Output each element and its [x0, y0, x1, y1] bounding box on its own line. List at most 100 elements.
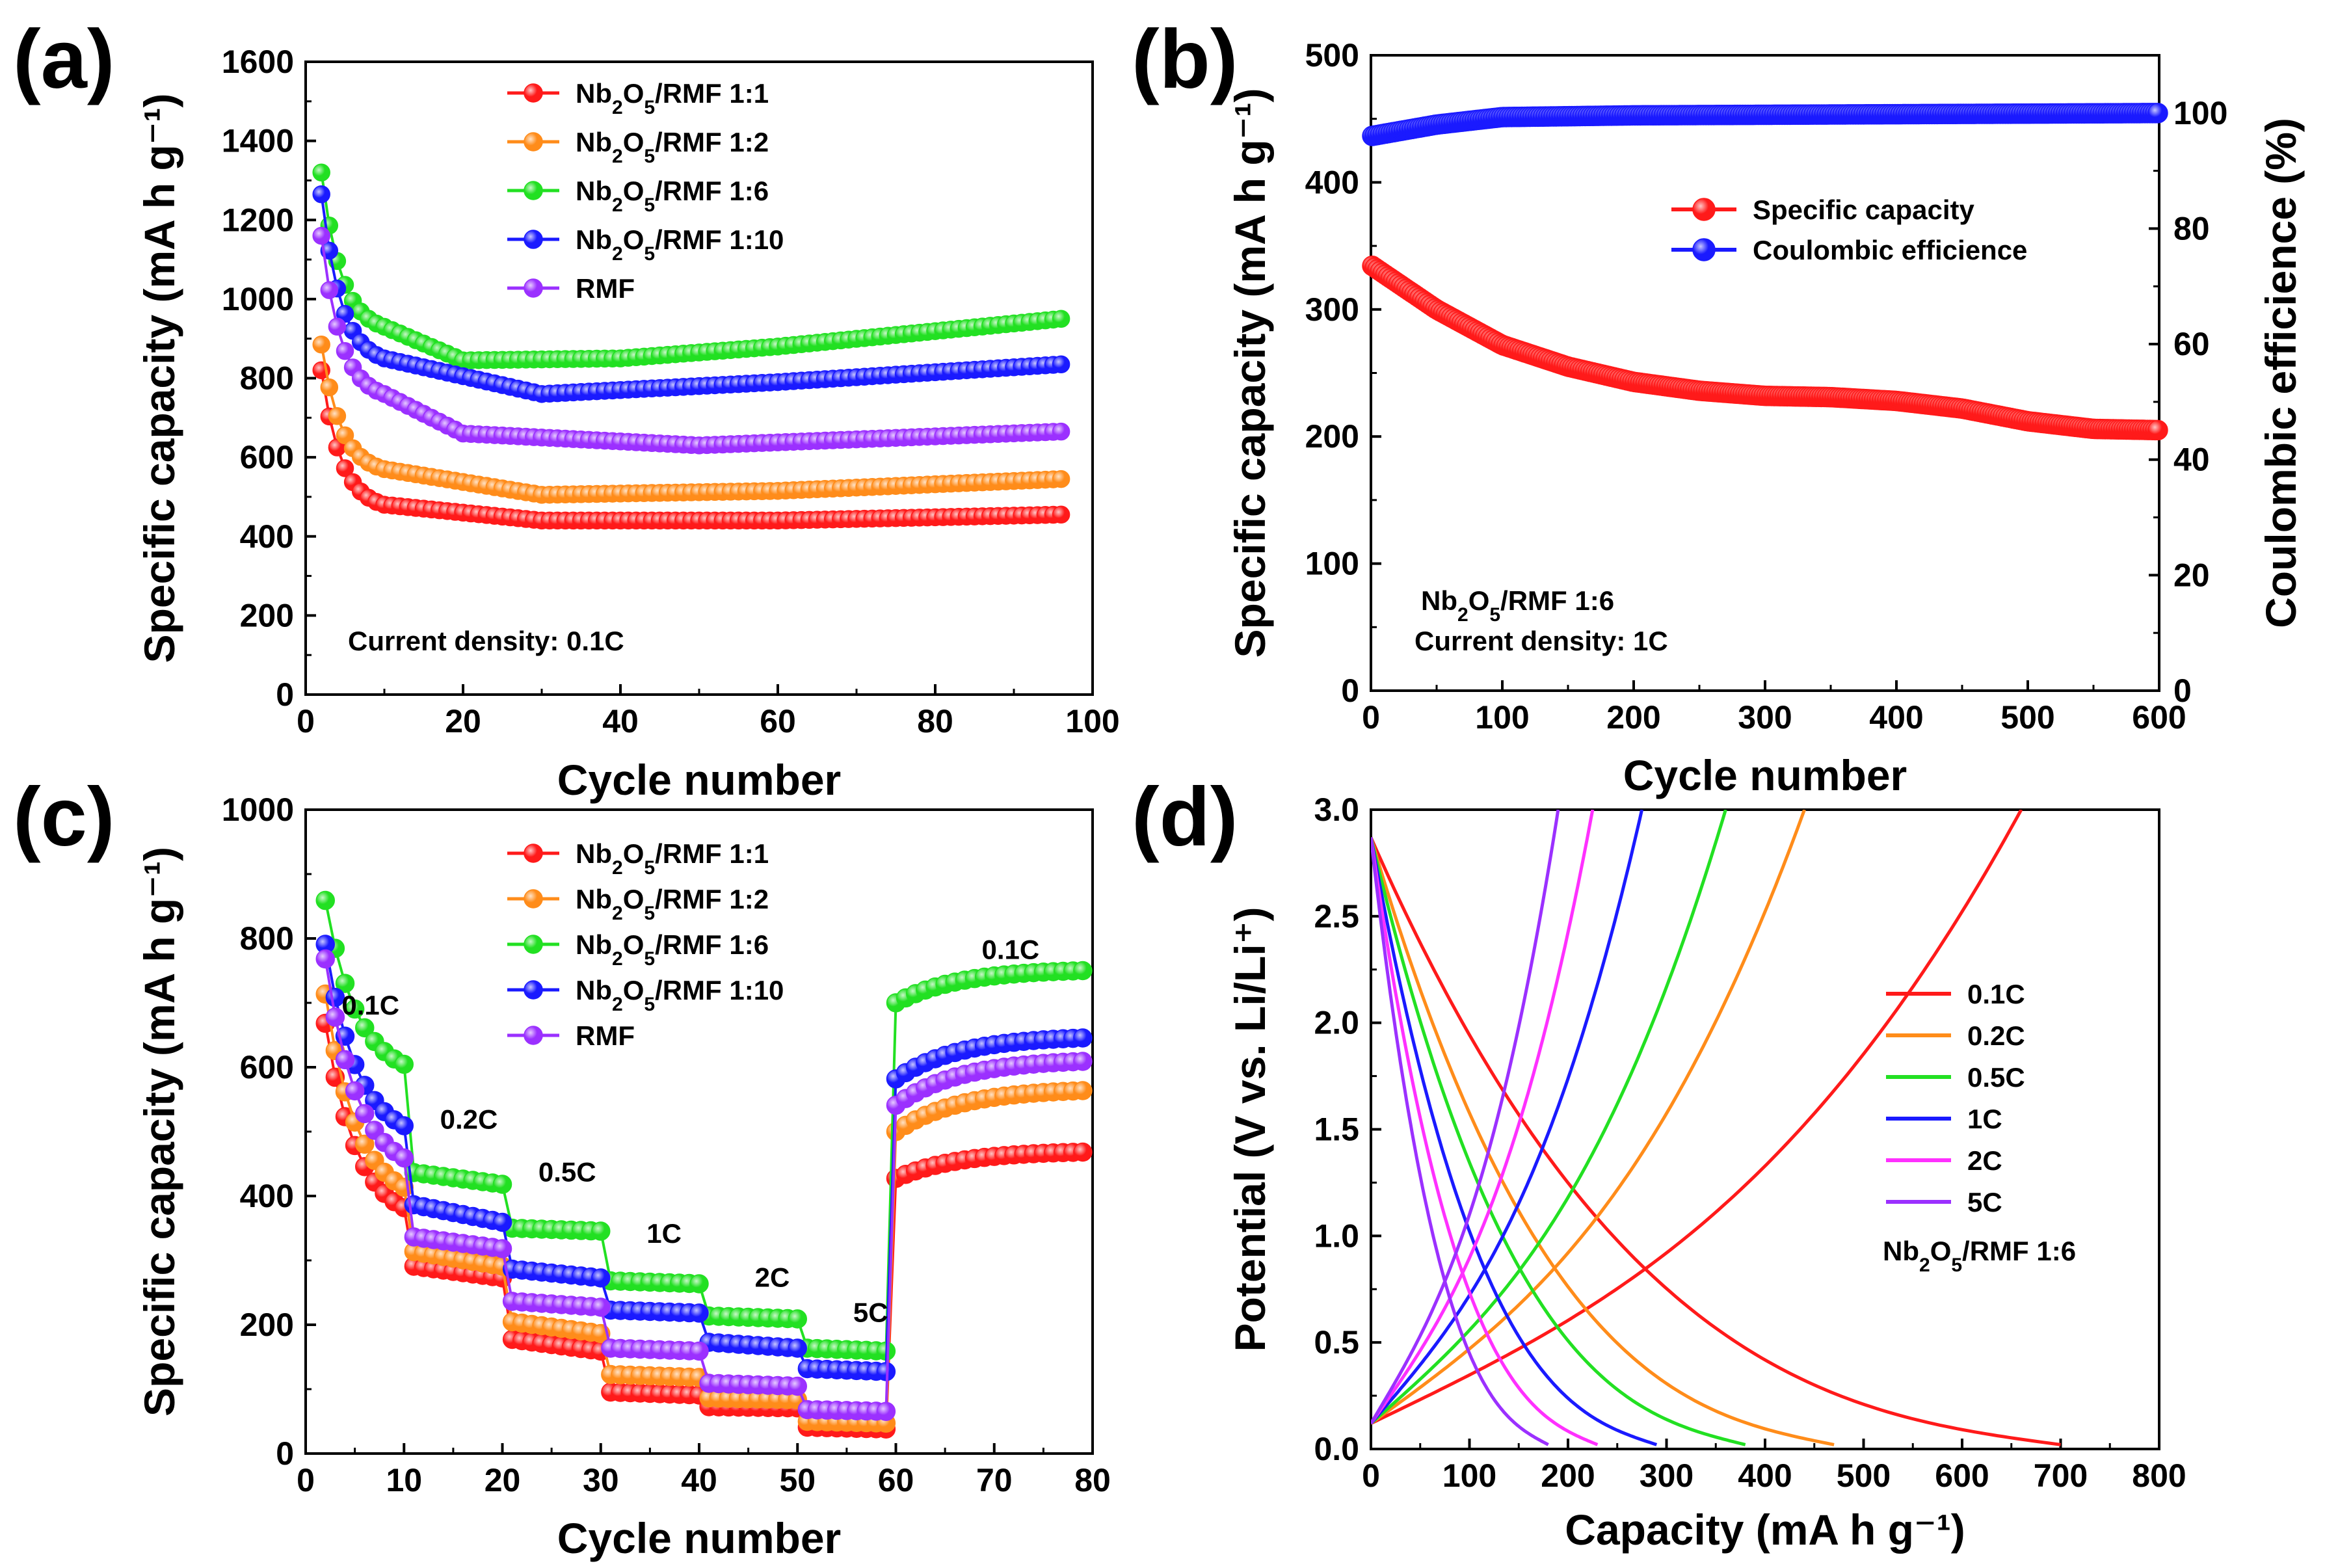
legend-marker	[524, 230, 543, 249]
data-point	[876, 1402, 896, 1421]
legend-label: 0.2C	[1967, 1020, 2025, 1051]
y-tick-label: 800	[240, 360, 294, 397]
x-tick-label: 300	[1738, 699, 1792, 736]
series-4	[315, 949, 1093, 1421]
series-3	[312, 185, 1070, 403]
panel-d: 0 100 200 300 400 500 600 700 800 0.0 0.5 1.0 1.5 2.0…	[1226, 791, 2186, 1554]
legend-label: Nb2O5/RMF 1:1	[576, 838, 769, 879]
x-tick-label: 700	[2034, 1457, 2088, 1494]
data-point	[394, 1148, 414, 1168]
rate-label: 2C	[755, 1262, 790, 1293]
current-density-label: Current density: 0.1C	[348, 626, 624, 656]
data-point	[492, 1175, 512, 1194]
y-tick-label: 1400	[222, 123, 294, 159]
x-tick-label: 10	[386, 1462, 422, 1498]
data-point	[325, 1007, 345, 1027]
legend-marker	[524, 132, 543, 152]
data-point	[788, 1338, 807, 1358]
x-tick-label: 400	[1869, 699, 1923, 736]
y2-tick-label: 20	[2173, 557, 2210, 593]
x-axis-title: Cycle number	[1623, 751, 1907, 799]
data-point	[335, 974, 355, 993]
panel-letter-c: (c)	[13, 771, 114, 864]
y2-tick-label: 40	[2173, 442, 2210, 478]
legend-marker	[524, 278, 543, 298]
discharge-curve	[1371, 837, 1599, 1446]
series-1	[312, 336, 1070, 504]
x-axis-title: Capacity (mA h g⁻¹)	[1565, 1506, 1965, 1554]
x-tick-label: 60	[878, 1462, 914, 1498]
legend: Specific capacity Coulombic efficience	[1671, 194, 2027, 265]
y-tick-label: 1600	[222, 44, 294, 80]
data-point	[1052, 422, 1070, 441]
data-point	[1073, 961, 1093, 981]
x-tick-label: 80	[917, 703, 953, 739]
legend-marker	[524, 1026, 543, 1045]
y-axis-title: Specific capacity (mA h g⁻¹)	[135, 847, 183, 1416]
y-tick-label: 600	[240, 1049, 294, 1085]
sample-label: Nb2O5/RMF 1:6	[1883, 1236, 2076, 1276]
discharge-curve	[1371, 837, 1658, 1446]
charge-curve	[1371, 810, 2023, 1425]
y-tick-label: 400	[240, 1178, 294, 1214]
legend-label: 1C	[1967, 1104, 2002, 1134]
y-tick-label: 1.5	[1314, 1111, 1359, 1148]
y-tick-label: 1.0	[1314, 1217, 1359, 1254]
data-point	[355, 1104, 375, 1124]
series-2	[312, 163, 1070, 369]
data-point	[1073, 1081, 1093, 1100]
series-4	[312, 226, 1070, 455]
legend-label: Nb2O5/RMF 1:2	[576, 127, 769, 167]
data-point	[335, 1050, 355, 1070]
x-tick-label: 100	[1475, 699, 1529, 736]
x-tick-label: 100	[1065, 703, 1119, 739]
x-tick-label: 40	[602, 703, 639, 739]
y-tick-label: 200	[240, 1307, 294, 1343]
y-tick-label: 1000	[222, 281, 294, 317]
x-tick-label: 800	[2132, 1457, 2186, 1494]
charge-curve	[1371, 810, 1560, 1424]
legend-label: Nb2O5/RMF 1:10	[576, 224, 784, 265]
curves	[1371, 810, 2061, 1446]
discharge-curve	[1371, 837, 1746, 1446]
charge-curve	[1371, 810, 1727, 1425]
series-3	[315, 935, 1093, 1381]
x-tick-label: 70	[976, 1462, 1013, 1498]
data-point	[336, 304, 354, 323]
x-tick-label: 600	[2132, 699, 2186, 736]
y-tick-label: 200	[1305, 418, 1359, 455]
data-point	[315, 949, 335, 969]
plot-frame	[1370, 808, 2160, 1450]
x-axis-title: Cycle number	[557, 1514, 841, 1562]
data-point	[689, 1341, 709, 1361]
y2-tick-label: 80	[2173, 210, 2210, 246]
x-tick-label: 20	[485, 1462, 521, 1498]
data-point	[591, 1221, 611, 1241]
x-tick-label: 400	[1738, 1457, 1792, 1494]
current-density-label: Current density: 1C	[1415, 626, 1668, 656]
x-tick-label: 100	[1442, 1457, 1496, 1494]
legend-marker	[524, 935, 543, 954]
y-axis-title: Specific capacity (mA h g⁻¹)	[1226, 88, 1274, 658]
legend-marker	[1692, 238, 1716, 261]
legend-marker	[524, 980, 543, 1000]
y-tick-label: 800	[240, 920, 294, 957]
rate-label: 0.5C	[538, 1157, 596, 1188]
x-tick-label: 80	[1074, 1462, 1111, 1498]
charge-curve	[1371, 810, 1806, 1425]
x-tick-label: 0	[1362, 1457, 1380, 1494]
data-point	[492, 1212, 512, 1232]
data-point	[492, 1239, 512, 1258]
data-point	[315, 890, 335, 910]
sample-label: Nb2O5/RMF 1:6	[1421, 585, 1614, 626]
x-tick-label: 0	[297, 1462, 315, 1498]
legend-label: 0.5C	[1967, 1062, 2025, 1093]
y-tick-label: 0.0	[1314, 1431, 1359, 1467]
y2-tick-label: 0	[2173, 672, 2192, 709]
x-tick-label: 200	[1606, 699, 1660, 736]
legend-label: Nb2O5/RMF 1:1	[576, 78, 769, 118]
data-point	[1052, 355, 1070, 373]
discharge-curve	[1371, 836, 2061, 1446]
panel-letter-a: (a)	[13, 13, 114, 106]
